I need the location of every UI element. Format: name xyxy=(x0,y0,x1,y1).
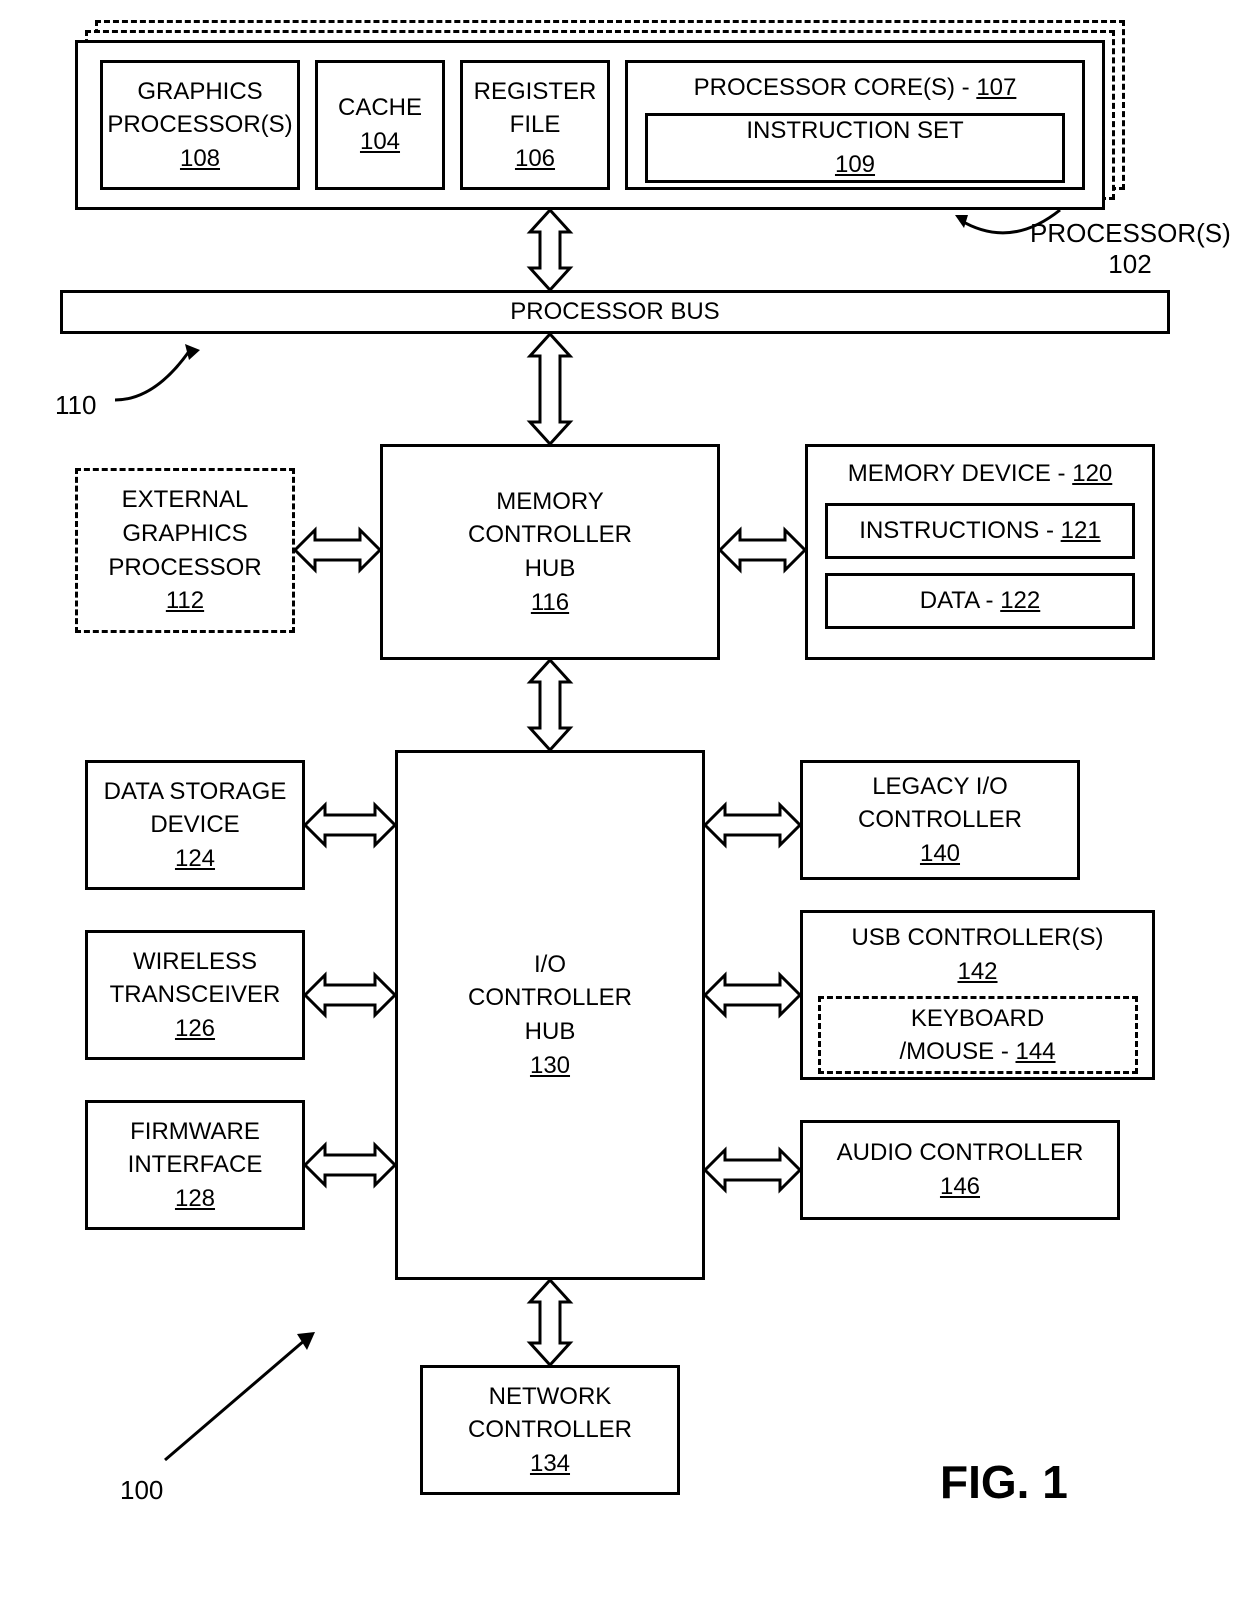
usb-controller-block: USB CONTROLLER(S) 142 KEYBOARD/MOUSE - 1… xyxy=(800,910,1155,1080)
arrow-ich-usb xyxy=(705,970,800,1020)
instructions-ref: 121 xyxy=(1061,517,1101,544)
io-controller-hub-label: I/OCONTROLLERHUB xyxy=(468,948,632,1049)
legacy-io-block: LEGACY I/OCONTROLLER 140 xyxy=(800,760,1080,880)
arrow-processor-bus xyxy=(520,210,580,290)
bus-callout-arrow xyxy=(105,340,205,410)
memory-controller-hub-label: MEMORYCONTROLLERHUB xyxy=(468,485,632,586)
wireless-ref: 126 xyxy=(175,1012,215,1046)
network-controller-label: NETWORKCONTROLLER xyxy=(468,1380,632,1447)
memory-controller-hub-block: MEMORYCONTROLLERHUB 116 xyxy=(380,444,720,660)
usb-controller-label: USB CONTROLLER(S) xyxy=(851,921,1103,955)
processor-cores-label: PROCESSOR CORE(S) - xyxy=(694,74,970,101)
data-storage-block: DATA STORAGEDEVICE 124 xyxy=(85,760,305,890)
data-storage-ref: 124 xyxy=(175,842,215,876)
keyboard-mouse-block: KEYBOARD/MOUSE - 144 xyxy=(818,996,1138,1074)
network-controller-ref: 134 xyxy=(530,1447,570,1481)
audio-controller-label: AUDIO CONTROLLER xyxy=(837,1136,1084,1170)
data-storage-label: DATA STORAGEDEVICE xyxy=(104,775,287,842)
io-controller-hub-block: I/OCONTROLLERHUB 130 xyxy=(395,750,705,1280)
memory-device-header: MEMORY DEVICE - 120 xyxy=(848,457,1113,491)
cache-label: CACHE xyxy=(338,91,422,125)
audio-controller-block: AUDIO CONTROLLER 146 xyxy=(800,1120,1120,1220)
instruction-set-label: INSTRUCTION SET xyxy=(746,114,963,148)
arrow-bus-mch xyxy=(520,334,580,444)
register-file-block: REGISTERFILE 106 xyxy=(460,60,610,190)
firmware-label: FIRMWAREINTERFACE xyxy=(128,1115,263,1182)
system-callout-arrow xyxy=(145,1320,325,1470)
bus-callout-ref: 110 xyxy=(55,390,96,421)
memory-device-label: MEMORY DEVICE - xyxy=(848,460,1066,487)
arrow-wireless-ich xyxy=(305,970,395,1020)
legacy-io-label: LEGACY I/OCONTROLLER xyxy=(858,770,1022,837)
memory-device-ref: 120 xyxy=(1072,460,1112,487)
cache-block: CACHE 104 xyxy=(315,60,445,190)
processor-bus-block: PROCESSOR BUS xyxy=(60,290,1170,334)
data-block: DATA - 122 xyxy=(825,573,1135,629)
external-graphics-block: EXTERNALGRAPHICSPROCESSOR 112 xyxy=(75,468,295,633)
processor-cores-block: PROCESSOR CORE(S) - 107 INSTRUCTION SET … xyxy=(625,60,1085,190)
processor-cores-ref: 107 xyxy=(976,74,1016,101)
arrow-ich-network xyxy=(520,1280,580,1365)
processors-callout-text: PROCESSOR(S) xyxy=(1030,218,1231,248)
arrow-ich-audio xyxy=(705,1145,800,1195)
firmware-ref: 128 xyxy=(175,1182,215,1216)
arrow-extgfx-mch xyxy=(295,525,380,575)
arrow-ich-legacyio xyxy=(705,800,800,850)
memory-device-block: MEMORY DEVICE - 120 INSTRUCTIONS - 121 D… xyxy=(805,444,1155,660)
instruction-set-ref: 109 xyxy=(835,148,875,182)
instructions-label: INSTRUCTIONS - xyxy=(859,517,1054,544)
figure-label: FIG. 1 xyxy=(940,1455,1068,1509)
firmware-block: FIRMWAREINTERFACE 128 xyxy=(85,1100,305,1230)
audio-controller-ref: 146 xyxy=(940,1170,980,1204)
memory-controller-hub-ref: 116 xyxy=(531,586,569,620)
processors-callout-label: PROCESSOR(S) 102 xyxy=(1030,218,1230,280)
data-label: DATA - xyxy=(920,587,994,614)
io-controller-hub-ref: 130 xyxy=(530,1049,570,1083)
legacy-io-ref: 140 xyxy=(920,837,960,871)
wireless-label: WIRELESSTRANSCEIVER xyxy=(110,945,281,1012)
external-graphics-label: EXTERNALGRAPHICSPROCESSOR xyxy=(108,483,261,584)
instructions-block: INSTRUCTIONS - 121 xyxy=(825,503,1135,559)
arrow-firmware-ich xyxy=(305,1140,395,1190)
arrow-datastorage-ich xyxy=(305,800,395,850)
instruction-set-block: INSTRUCTION SET 109 xyxy=(645,113,1065,183)
arrow-mch-memdev xyxy=(720,525,805,575)
usb-controller-ref: 142 xyxy=(957,955,997,989)
graphics-processor-label: GRAPHICSPROCESSOR(S) xyxy=(107,75,292,142)
system-callout-ref: 100 xyxy=(120,1475,163,1506)
register-file-label: REGISTERFILE xyxy=(474,75,597,142)
graphics-processor-block: GRAPHICSPROCESSOR(S) 108 xyxy=(100,60,300,190)
wireless-block: WIRELESSTRANSCEIVER 126 xyxy=(85,930,305,1060)
cache-ref: 104 xyxy=(360,125,400,159)
data-ref: 122 xyxy=(1000,587,1040,614)
arrow-mch-ich xyxy=(520,660,580,750)
keyboard-mouse-ref: 144 xyxy=(1015,1038,1055,1065)
processors-callout-ref: 102 xyxy=(1108,249,1151,279)
processor-cores-header: PROCESSOR CORE(S) - 107 xyxy=(694,71,1017,105)
external-graphics-ref: 112 xyxy=(166,584,204,618)
network-controller-block: NETWORKCONTROLLER 134 xyxy=(420,1365,680,1495)
graphics-processor-ref: 108 xyxy=(180,142,220,176)
register-file-ref: 106 xyxy=(515,142,555,176)
processor-bus-label: PROCESSOR BUS xyxy=(510,295,719,329)
